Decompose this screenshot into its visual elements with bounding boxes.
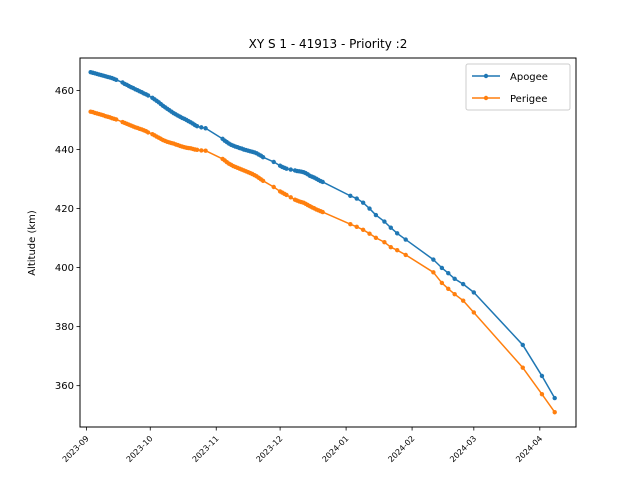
legend-marker-apogee bbox=[483, 73, 489, 79]
data-point-perigee bbox=[388, 245, 393, 250]
legend-label-perigee: Perigee bbox=[510, 94, 547, 105]
series-layer bbox=[88, 69, 557, 415]
data-point-apogee bbox=[388, 225, 393, 230]
y-tick-label: 360 bbox=[55, 381, 74, 392]
data-point-perigee bbox=[360, 227, 366, 233]
data-point-apogee bbox=[520, 342, 525, 348]
series-apogee bbox=[88, 69, 557, 401]
y-tick-label: 440 bbox=[55, 145, 74, 156]
data-point-apogee bbox=[320, 179, 325, 185]
data-point-perigee bbox=[199, 148, 204, 153]
data-point-apogee bbox=[203, 126, 208, 131]
y-tick-label: 460 bbox=[55, 86, 74, 97]
data-point-perigee bbox=[288, 195, 293, 200]
data-point-apogee bbox=[382, 219, 387, 224]
data-point-apogee bbox=[460, 281, 466, 287]
data-point-perigee bbox=[471, 310, 477, 315]
data-point-apogee bbox=[394, 231, 400, 236]
data-point-apogee bbox=[452, 276, 457, 282]
data-point-apogee bbox=[431, 257, 436, 262]
data-point-perigee bbox=[431, 270, 436, 275]
data-point-perigee bbox=[460, 298, 466, 303]
data-point-perigee bbox=[203, 148, 208, 153]
legend: Apogee Perigee bbox=[465, 63, 571, 111]
data-point-apogee bbox=[552, 395, 557, 401]
data-point-apogee bbox=[446, 271, 451, 276]
data-point-apogee bbox=[288, 167, 293, 172]
data-point-perigee bbox=[452, 291, 457, 297]
data-point-apogee bbox=[471, 290, 477, 295]
data-point-apogee bbox=[348, 193, 353, 199]
series-perigee bbox=[88, 109, 557, 415]
data-point-apogee bbox=[373, 212, 379, 218]
legend-marker-perigee bbox=[483, 95, 489, 101]
data-point-perigee bbox=[320, 209, 325, 215]
data-point-perigee bbox=[348, 222, 353, 227]
data-point-perigee bbox=[539, 392, 545, 397]
y-axis-label: Altitude (km) bbox=[27, 210, 38, 276]
data-point-perigee bbox=[145, 130, 151, 135]
y-tick-label: 400 bbox=[55, 263, 74, 274]
data-point-perigee bbox=[403, 252, 408, 258]
chart-title: XY S 1 - 41913 - Priority :2 bbox=[249, 37, 408, 51]
data-point-perigee bbox=[194, 147, 200, 153]
legend-label-apogee: Apogee bbox=[510, 72, 548, 83]
data-point-perigee bbox=[113, 117, 119, 122]
y-tick-label: 420 bbox=[55, 204, 74, 215]
data-point-apogee bbox=[260, 154, 266, 160]
data-point-perigee bbox=[373, 235, 379, 240]
data-point-perigee bbox=[382, 240, 387, 245]
data-point-apogee bbox=[113, 77, 119, 83]
data-point-apogee bbox=[367, 206, 372, 211]
y-tick-label: 380 bbox=[55, 322, 74, 333]
data-point-perigee bbox=[284, 192, 289, 198]
data-point-apogee bbox=[539, 373, 545, 379]
plot-frame bbox=[79, 57, 577, 428]
data-point-perigee bbox=[354, 224, 359, 230]
data-point-apogee bbox=[360, 200, 366, 205]
data-point-perigee bbox=[271, 184, 276, 190]
data-point-apogee bbox=[354, 196, 359, 201]
data-point-apogee bbox=[271, 159, 276, 165]
y-axis: 360 380 400 420 440 460 bbox=[55, 86, 80, 392]
data-point-apogee bbox=[199, 125, 204, 130]
data-point-perigee bbox=[394, 247, 400, 253]
data-point-perigee bbox=[260, 178, 266, 183]
data-point-perigee bbox=[552, 410, 557, 415]
data-point-apogee bbox=[284, 166, 289, 171]
data-point-perigee bbox=[446, 286, 451, 292]
data-point-apogee bbox=[194, 123, 200, 129]
data-point-perigee bbox=[439, 280, 445, 286]
data-point-apogee bbox=[439, 265, 445, 271]
data-point-perigee bbox=[367, 231, 372, 236]
data-point-apogee bbox=[145, 93, 151, 98]
data-point-perigee bbox=[520, 365, 525, 370]
data-point-apogee bbox=[403, 237, 408, 242]
